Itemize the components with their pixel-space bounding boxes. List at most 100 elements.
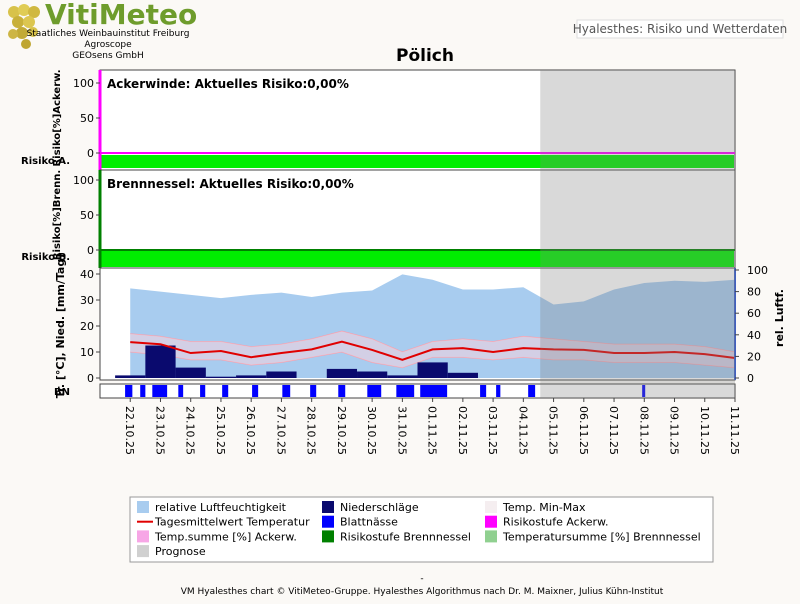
precipitation-bar xyxy=(205,376,237,378)
leaf-wetness-bar xyxy=(338,385,346,397)
x-tick-label: 11.11.25 xyxy=(728,406,741,455)
y-tick-label: 20 xyxy=(80,320,94,333)
y-tick-label: 0 xyxy=(87,244,94,257)
x-tick-label: 30.10.25 xyxy=(365,406,378,455)
precipitation-bar xyxy=(447,372,478,378)
x-tick-label: 27.10.25 xyxy=(274,406,287,455)
legend-label: Niederschläge xyxy=(340,501,419,514)
leaf-wetness-bar xyxy=(200,385,206,397)
band-label: Risiko A. xyxy=(21,156,70,167)
x-tick-label: 04.11.25 xyxy=(516,406,529,455)
temperature-line xyxy=(130,340,736,361)
x-tick-label: 10.11.25 xyxy=(698,406,711,455)
precipitation-bar xyxy=(145,345,176,378)
panel-annotation: Brennnessel: Aktuelles Risiko:0,00% xyxy=(107,177,354,191)
x-tick-label: 24.10.25 xyxy=(184,406,197,455)
leaf-wetness-bar xyxy=(396,385,415,397)
legend-swatch xyxy=(485,515,497,528)
x-tick-label: 22.10.25 xyxy=(123,406,136,455)
org-line: GEOsens GmbH xyxy=(72,51,143,61)
leaf-wetness-bar xyxy=(178,385,184,397)
org-line: Staatliches Weinbauinstitut Freiburg xyxy=(27,29,190,39)
legend-swatch xyxy=(485,530,497,543)
y-axis-label: Risiko[%]Ackerw. xyxy=(52,69,63,166)
x-tick-label: 02.11.25 xyxy=(456,406,469,455)
x-tick-label: 06.11.25 xyxy=(577,406,590,455)
y2-tick-label: 20 xyxy=(747,350,761,363)
legend-swatch xyxy=(322,530,334,543)
legend-box xyxy=(129,496,714,563)
precipitation-bar xyxy=(417,362,448,378)
x-tick-label: 26.10.25 xyxy=(244,406,257,455)
legend-label: Temp.summe [%] Ackerw. xyxy=(154,530,297,543)
legend-swatch xyxy=(485,501,497,513)
leaf-wetness-label: BN xyxy=(54,387,70,398)
y2-tick-label: 60 xyxy=(747,307,761,320)
x-tick-label: 29.10.25 xyxy=(335,406,348,455)
logo-grapes xyxy=(8,4,40,49)
x-tick-label: 25.10.25 xyxy=(214,406,227,455)
y-tick-label: 50 xyxy=(80,112,94,125)
x-tick-label: 23.10.25 xyxy=(153,406,166,455)
leaf-wetness-bar xyxy=(367,385,382,397)
y2-tick-label: 100 xyxy=(747,264,768,277)
leaf-wetness-bar xyxy=(310,385,317,397)
y-tick-label: 100 xyxy=(73,77,94,90)
x-tick-label: 08.11.25 xyxy=(637,406,650,455)
y-axis-label: Risiko[%]Brenn. xyxy=(52,170,63,260)
precipitation-bar xyxy=(326,368,358,378)
x-tick-label: 05.11.25 xyxy=(547,406,560,455)
leaf-wetness-bar xyxy=(140,385,146,397)
leaf-wetness-bar xyxy=(125,385,133,397)
y2-tick-label: 40 xyxy=(747,329,761,342)
y-axis-label: Tr. [°C], Nied. [mm/Tag] xyxy=(54,254,67,399)
legend-label: Risikostufe Ackerw. xyxy=(503,516,608,529)
risk-band xyxy=(101,251,734,267)
leaf-wetness-bar xyxy=(252,385,259,397)
logo-text: VitiMeteo xyxy=(45,0,197,31)
y-tick-label: 100 xyxy=(73,174,94,187)
y2-tick-label: 0 xyxy=(747,372,754,385)
precipitation-bar xyxy=(236,375,267,378)
x-tick-label: 31.10.25 xyxy=(395,406,408,455)
x-tick-label: 09.11.25 xyxy=(668,406,681,455)
y-tick-label: 10 xyxy=(80,346,94,359)
leaf-wetness-bar xyxy=(282,385,291,397)
legend-label: Risikostufe Brennnessel xyxy=(340,530,471,543)
leaf-wetness-bar xyxy=(528,385,536,397)
badge: Hyalesthes: Risiko und Wetterdaten xyxy=(573,22,788,36)
legend-label: Tagesmittelwert Temperatur xyxy=(154,516,310,529)
leaf-wetness-bar xyxy=(480,385,487,397)
x-tick-label: 28.10.25 xyxy=(305,406,318,455)
panel-annotation: Ackerwinde: Aktuelles Risiko:0,00% xyxy=(107,77,349,91)
legend-swatch xyxy=(322,501,334,513)
prognose-overlay xyxy=(540,70,735,398)
y-tick-label: 30 xyxy=(80,294,94,307)
legend-swatch xyxy=(322,515,334,528)
leaf-wetness-bar xyxy=(152,385,168,397)
legend-label: Temperatursumme [%] Brennnessel xyxy=(502,530,701,543)
leaf-wetness-bar xyxy=(642,385,646,397)
precipitation-bar xyxy=(387,375,418,378)
legend-swatch xyxy=(137,501,149,513)
band-label: Risiko B. xyxy=(21,252,70,263)
legend-label: relative Luftfeuchtigkeit xyxy=(155,501,287,514)
footer: VM Hyalesthes chart © VitiMeteo-Gruppe. … xyxy=(181,587,664,597)
legend-swatch xyxy=(137,530,149,543)
x-tick-label: 03.11.25 xyxy=(486,406,499,455)
y-tick-label: 0 xyxy=(87,372,94,385)
y2-axis-label: rel. Luftf. xyxy=(773,289,786,347)
precipitation-bar xyxy=(175,367,206,378)
y2-tick-label: 80 xyxy=(747,286,761,299)
org-line: Agroscope xyxy=(84,40,132,50)
dash: - xyxy=(420,574,423,584)
leaf-wetness-strip xyxy=(99,383,736,399)
x-tick-label: 07.11.25 xyxy=(607,406,620,455)
badge-box xyxy=(576,19,784,39)
leaf-wetness-bar xyxy=(496,385,501,397)
y-tick-label: 40 xyxy=(80,268,94,281)
risk-band xyxy=(101,155,734,168)
leaf-wetness-bar xyxy=(420,385,448,397)
legend-label: Blattnässe xyxy=(340,516,398,529)
